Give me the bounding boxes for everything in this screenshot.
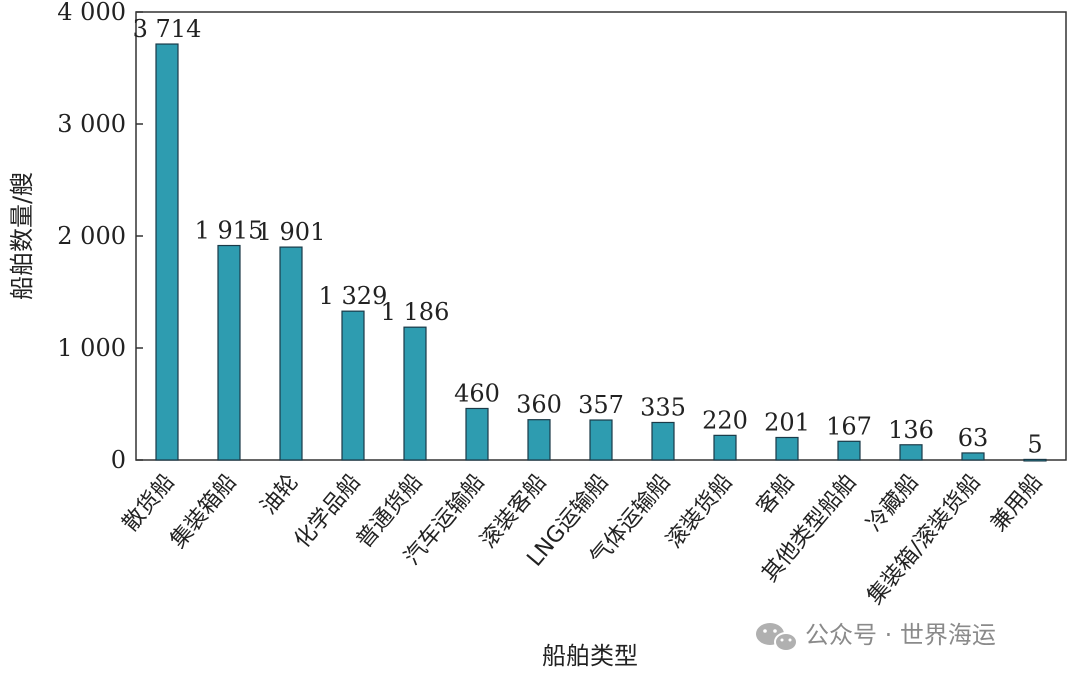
x-tick-label: 冷藏船 bbox=[862, 470, 924, 537]
watermark-text: 公众号 · 世界海运 bbox=[805, 621, 996, 649]
y-tick-label: 4 000 bbox=[57, 0, 126, 26]
wechat-icon bbox=[756, 623, 798, 652]
data-label: 1 901 bbox=[257, 218, 326, 246]
y-axis: 0 1 000 2 000 3 000 4 000 bbox=[57, 0, 143, 474]
bar bbox=[651, 421, 675, 461]
data-label: 220 bbox=[702, 406, 748, 434]
bar bbox=[961, 452, 985, 461]
bar bbox=[403, 326, 427, 461]
bar bbox=[217, 244, 241, 461]
x-tick-label: 滚装货船 bbox=[662, 470, 738, 553]
x-tick-label: 集装箱/滚装货船 bbox=[863, 470, 986, 610]
x-tick-label: 集装箱船 bbox=[166, 470, 242, 553]
bar bbox=[279, 246, 303, 461]
y-tick-label: 3 000 bbox=[57, 110, 126, 138]
x-axis-title: 船舶类型 bbox=[542, 642, 638, 670]
data-label: 201 bbox=[764, 408, 810, 436]
bar bbox=[899, 444, 923, 461]
bar bbox=[1023, 458, 1047, 462]
x-tick-label: 散货船 bbox=[118, 470, 180, 537]
bar bbox=[527, 419, 551, 461]
bar bbox=[713, 434, 737, 461]
bar bbox=[155, 43, 179, 461]
data-label: 3 714 bbox=[133, 15, 202, 43]
data-label: 1 329 bbox=[319, 282, 388, 310]
data-label: 1 915 bbox=[195, 217, 264, 245]
data-label: 1 186 bbox=[381, 298, 450, 326]
data-label: 5 bbox=[1027, 430, 1042, 458]
bar bbox=[837, 440, 861, 461]
data-label: 360 bbox=[516, 391, 562, 419]
data-label: 63 bbox=[958, 424, 989, 452]
data-label: 136 bbox=[888, 416, 934, 444]
data-label: 167 bbox=[826, 412, 872, 440]
data-label: 335 bbox=[640, 393, 686, 421]
watermark: 公众号 · 世界海运 bbox=[756, 621, 996, 652]
data-label: 460 bbox=[454, 379, 500, 407]
x-tick-label: 油轮 bbox=[256, 470, 303, 520]
bar bbox=[589, 419, 613, 461]
y-tick-label: 1 000 bbox=[57, 334, 126, 362]
y-tick-label: 2 000 bbox=[57, 222, 126, 250]
data-label: 357 bbox=[578, 391, 624, 419]
bar bbox=[341, 310, 365, 461]
bar bbox=[775, 436, 799, 461]
x-tick-label: 兼用船 bbox=[986, 470, 1048, 537]
y-axis-title: 船舶数量/艘 bbox=[8, 172, 36, 300]
x-tick-label: 化学品船 bbox=[290, 470, 366, 553]
y-tick-label: 0 bbox=[111, 446, 126, 474]
bar bbox=[465, 407, 489, 461]
x-tick-label: 客船 bbox=[752, 470, 799, 520]
bars bbox=[155, 43, 1047, 462]
